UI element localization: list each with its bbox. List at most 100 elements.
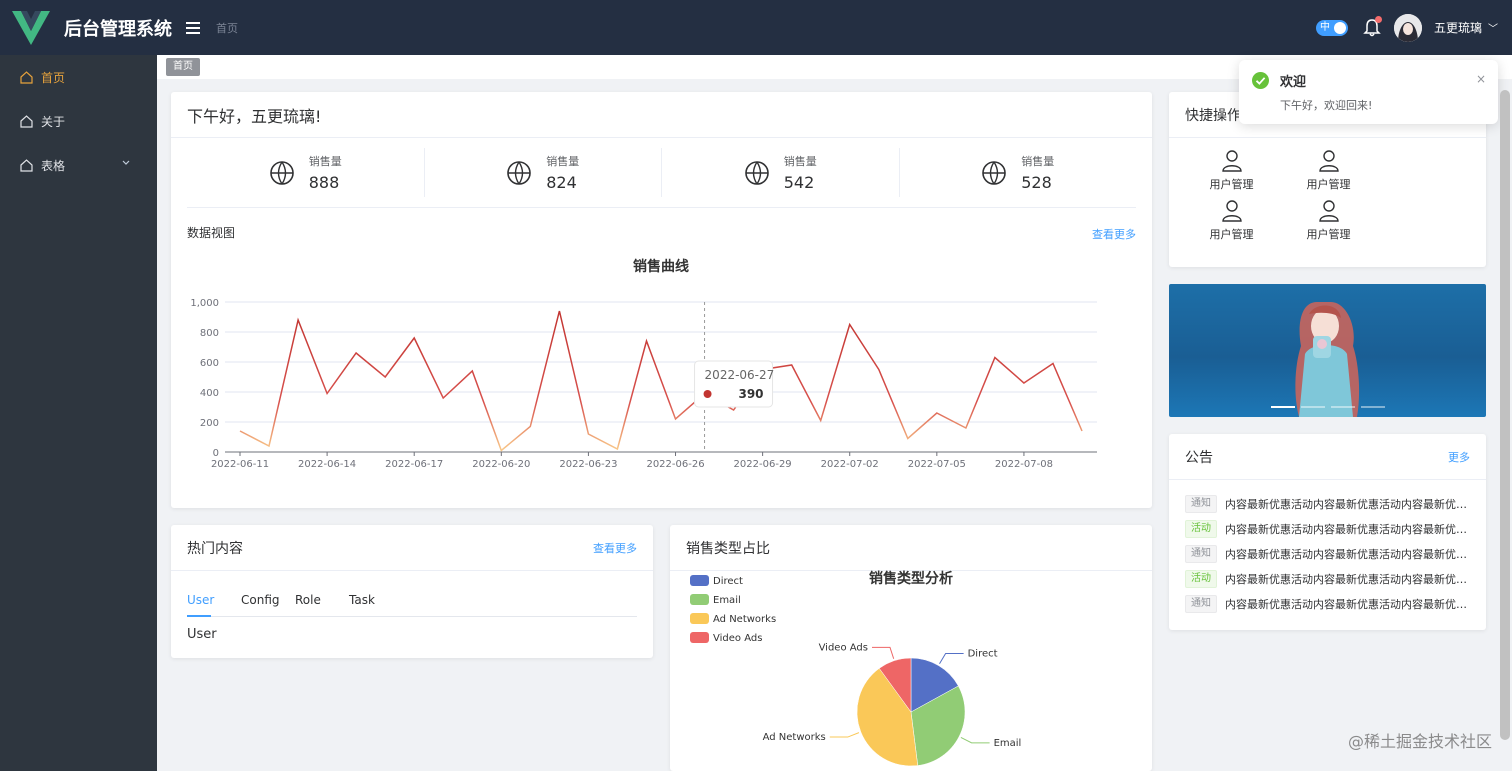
quick-action-user-management[interactable]: 用户管理 <box>1280 200 1377 250</box>
line-data-point[interactable] <box>1051 362 1055 366</box>
menu-toggle-icon[interactable] <box>186 21 200 34</box>
view-more-link[interactable]: 查看更多 <box>1092 228 1136 241</box>
pie-slice[interactable] <box>878 657 912 713</box>
line-data-point[interactable] <box>325 392 329 396</box>
line-data-point[interactable] <box>993 356 997 360</box>
hot-content-tabs: User Config Role Task <box>187 593 637 617</box>
pie-label-line <box>871 646 895 659</box>
username[interactable]: 五更琉璃 <box>1433 21 1482 35</box>
line-data-point[interactable] <box>819 419 823 423</box>
sales-type-title: 销售类型占比 <box>686 540 770 557</box>
hot-content-title: 热门内容 <box>187 540 243 557</box>
line-data-point[interactable] <box>1080 429 1084 433</box>
line-data-point[interactable] <box>296 318 300 322</box>
y-tick-label: 200 <box>200 418 219 429</box>
basketball-icon <box>982 160 1007 185</box>
line-data-point[interactable] <box>906 437 910 441</box>
line-data-point[interactable] <box>644 339 648 343</box>
quick-action-user-management[interactable]: 用户管理 <box>1183 200 1280 250</box>
breadcrumb[interactable]: 首页 <box>216 21 238 35</box>
quick-action-label: 用户管理 <box>1306 228 1351 241</box>
sidebar-item-about[interactable]: 关于 <box>0 99 157 143</box>
banner-carousel[interactable] <box>1169 284 1486 417</box>
line-data-point[interactable] <box>877 368 881 372</box>
sales-type-pie-chart[interactable]: Direct Email Ad Networks Video Ads 销售类型分析 D… <box>670 565 1152 771</box>
line-data-point[interactable] <box>964 426 968 430</box>
top-header: 后台管理系统 首页 中 五更琉璃 ﹀ <box>0 0 1512 55</box>
pie-label-line <box>939 652 964 665</box>
legend-swatch[interactable] <box>690 613 709 624</box>
quick-actions-header: 快捷操作 <box>1169 92 1486 138</box>
legend-label[interactable]: Video Ads <box>713 633 762 644</box>
sales-line-series <box>239 310 1083 452</box>
tab-content: User <box>187 627 217 642</box>
tab-role[interactable]: Role <box>295 593 321 607</box>
carousel-indicator[interactable] <box>1361 406 1385 408</box>
quick-actions-grid: 用户管理 用户管理 用户管理 用户管理 <box>1183 150 1473 250</box>
carousel-indicator[interactable] <box>1301 406 1325 408</box>
sidebar-item-label: 关于 <box>41 114 66 129</box>
pie-chart-title: 销售类型分析 <box>869 570 953 587</box>
basketball-icon <box>269 160 294 185</box>
avatar[interactable] <box>1393 13 1422 42</box>
pie-slice[interactable] <box>910 657 959 713</box>
line-data-point[interactable] <box>441 396 445 400</box>
tab-config[interactable]: Config <box>241 593 280 607</box>
legend-swatch[interactable] <box>690 575 709 586</box>
tab-user[interactable]: User <box>187 593 241 617</box>
line-data-point[interactable] <box>732 408 736 412</box>
line-data-point[interactable] <box>586 432 590 436</box>
notices-more-link[interactable]: 更多 <box>1448 450 1470 464</box>
line-data-point[interactable] <box>674 417 678 421</box>
page-scrollbar[interactable] <box>1500 90 1510 740</box>
pie-slice[interactable] <box>856 667 919 767</box>
close-icon[interactable]: × <box>1475 72 1486 86</box>
chevron-down-icon[interactable]: ﹀ <box>1488 24 1498 35</box>
carousel-indicator[interactable] <box>1271 406 1295 408</box>
stat-item: 销售量 542 <box>662 148 900 197</box>
line-data-point[interactable] <box>499 449 503 453</box>
tag-home[interactable]: 首页 <box>166 58 200 76</box>
line-data-point[interactable] <box>238 429 242 433</box>
line-data-point[interactable] <box>615 447 619 451</box>
sales-type-header: 销售类型占比 <box>670 525 1152 571</box>
legend-label[interactable]: Direct <box>713 576 743 587</box>
line-data-point[interactable] <box>935 411 939 415</box>
line-data-point[interactable] <box>557 309 561 313</box>
legend-label[interactable]: Ad Networks <box>713 614 776 625</box>
line-data-point[interactable] <box>470 369 474 373</box>
pie-slice[interactable] <box>910 685 966 766</box>
quick-action-user-management[interactable]: 用户管理 <box>1280 150 1377 200</box>
line-data-point[interactable] <box>528 425 532 429</box>
legend-label[interactable]: Email <box>713 595 741 606</box>
line-data-point[interactable] <box>267 444 271 448</box>
sales-line-chart[interactable]: 0 200 400 600 800 1,000 2022-06-11 2022-06-14 2… <box>171 247 1152 472</box>
carousel-indicator[interactable] <box>1331 406 1355 408</box>
notice-tag: 活动 <box>1185 520 1217 538</box>
tab-task[interactable]: Task <box>349 593 375 607</box>
sidebar-item-home[interactable]: 首页 <box>0 55 157 99</box>
sidebar-item-table[interactable]: 表格 <box>0 143 157 187</box>
line-data-point[interactable] <box>412 336 416 340</box>
line-data-point[interactable] <box>1022 381 1026 385</box>
legend-swatch[interactable] <box>690 594 709 605</box>
language-switch[interactable]: 中 <box>1315 19 1348 36</box>
line-data-point[interactable] <box>383 375 387 379</box>
sidebar-item-label: 表格 <box>41 158 66 173</box>
notices-title: 公告 <box>1185 449 1213 466</box>
quick-action-user-management[interactable]: 用户管理 <box>1183 150 1280 200</box>
hot-content-more-link[interactable]: 查看更多 <box>593 541 637 555</box>
line-data-point[interactable] <box>354 351 358 355</box>
tooltip-marker <box>703 390 712 398</box>
line-data-point[interactable] <box>790 363 794 367</box>
bell-icon[interactable] <box>1362 15 1382 38</box>
x-tick-label: 2022-06-23 <box>559 459 617 470</box>
legend-swatch[interactable] <box>690 632 709 643</box>
line-data-point[interactable] <box>848 323 852 327</box>
carousel-indicators <box>1271 406 1385 408</box>
